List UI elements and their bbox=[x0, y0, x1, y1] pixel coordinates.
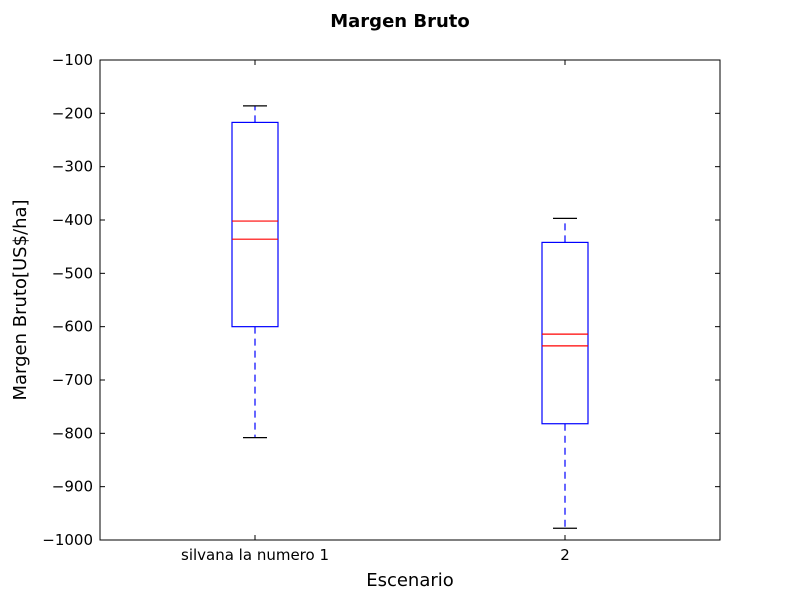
box-2 bbox=[541, 217, 589, 529]
y-tick-label: −700 bbox=[52, 371, 93, 389]
y-tick-label: −800 bbox=[52, 424, 93, 442]
chart-title: Margen Bruto bbox=[330, 11, 470, 32]
y-tick-label: −300 bbox=[52, 158, 93, 176]
x-axis: silvana la numero 1 2 bbox=[181, 60, 570, 564]
iqr-box bbox=[231, 121, 279, 328]
y-tick-label: −1000 bbox=[42, 531, 93, 549]
plot-frame bbox=[99, 59, 721, 541]
iqr-box bbox=[541, 241, 589, 425]
y-tick-label: −400 bbox=[52, 211, 93, 229]
y-tick-label: −200 bbox=[52, 104, 93, 122]
x-tick-label: 2 bbox=[560, 546, 570, 564]
y-axis: −100 −200 −300 −400 −500 −600 −700 −800 −900 −100… bbox=[42, 51, 720, 549]
x-tick-label: silvana la numero 1 bbox=[181, 546, 329, 564]
box-1 bbox=[231, 105, 279, 439]
y-axis-label: Margen Bruto[US$/ha] bbox=[10, 199, 31, 400]
x-axis-label: Escenario bbox=[366, 570, 454, 591]
y-tick-label: −900 bbox=[52, 478, 93, 496]
y-tick-label: −500 bbox=[52, 264, 93, 282]
y-tick-label: −100 bbox=[52, 51, 93, 69]
y-tick-label: −600 bbox=[52, 318, 93, 336]
box-series bbox=[231, 105, 589, 529]
